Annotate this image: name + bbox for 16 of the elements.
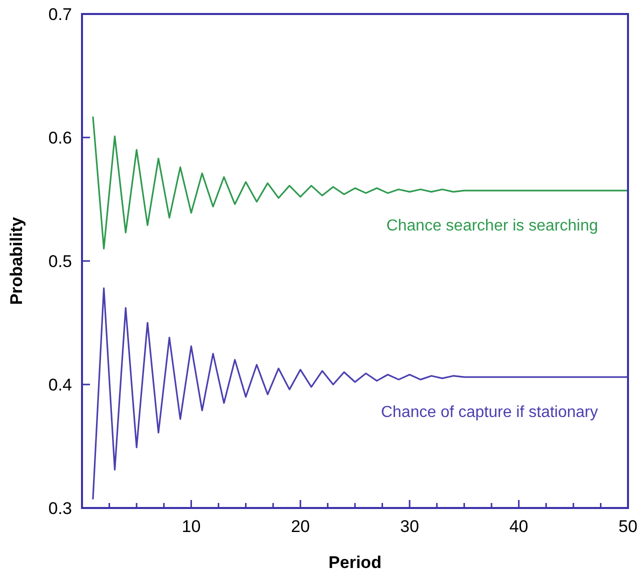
- x-tick-label: 10: [182, 517, 201, 536]
- y-tick-label: 0.4: [48, 376, 72, 394]
- x-tick-label: 40: [509, 517, 528, 536]
- x-tick-label: 20: [290, 517, 310, 536]
- y-tick-label: 0.3: [48, 499, 72, 518]
- x-tick-label: 30: [400, 517, 420, 536]
- line-series: [92, 116, 629, 250]
- y-tick-label: 0.6: [48, 128, 72, 148]
- series-label: Chance of capture if stationary: [380, 404, 598, 422]
- y-tick-label: 0.7: [48, 5, 72, 24]
- y-tick-label: 0.5: [48, 252, 72, 271]
- series-label: Chance searcher is searching: [386, 218, 598, 235]
- y-axis-title: Probability: [7, 216, 26, 305]
- line-series: [92, 287, 629, 500]
- x-tick-label: 50: [618, 517, 638, 536]
- x-axis-title: Period: [328, 553, 382, 572]
